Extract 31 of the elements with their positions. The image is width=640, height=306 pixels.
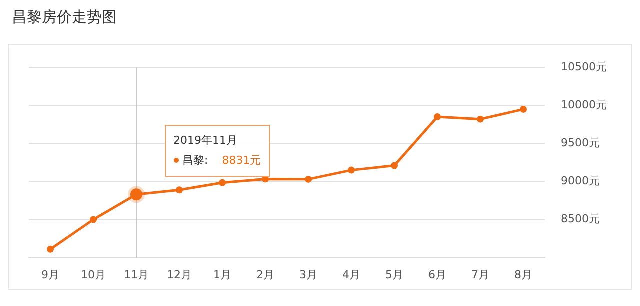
y-tick-label: 9500元 — [561, 136, 600, 150]
x-tick-label: 6月 — [428, 268, 447, 282]
y-tick-label: 9000元 — [561, 174, 600, 188]
point — [391, 162, 398, 170]
x-tick-label: 9月 — [42, 268, 60, 282]
x-tick-label: 8月 — [514, 268, 533, 282]
point — [176, 186, 183, 194]
point — [219, 179, 226, 186]
point — [520, 106, 528, 113]
annotation: 2019年11月 — [174, 132, 238, 149]
y-tick-label: 10500元 — [561, 60, 608, 74]
point — [305, 176, 312, 183]
point — [90, 216, 97, 224]
annotation: 昌黎: — [182, 154, 208, 167]
y-tick-label: 10000元 — [561, 98, 608, 112]
x-tick-label: 5月 — [386, 268, 404, 282]
x-tick-label: 4月 — [342, 268, 361, 282]
point — [477, 116, 484, 123]
x-tick-label: 10月 — [81, 268, 106, 282]
chart-title: 昌黎房价走势图 — [12, 8, 117, 27]
x-tick-label: 11月 — [124, 268, 149, 282]
x-tick-label: 3月 — [300, 268, 318, 282]
x-tick-label: 1月 — [214, 268, 232, 282]
point — [47, 246, 54, 253]
y-tick-label: 8500元 — [561, 212, 600, 226]
x-tick-label: 12月 — [167, 268, 192, 282]
annotation: 8831元 — [222, 154, 262, 167]
point — [348, 166, 356, 174]
x-tick-label: 2月 — [256, 268, 275, 282]
point — [434, 114, 442, 121]
x-tick-label: 7月 — [472, 268, 490, 282]
